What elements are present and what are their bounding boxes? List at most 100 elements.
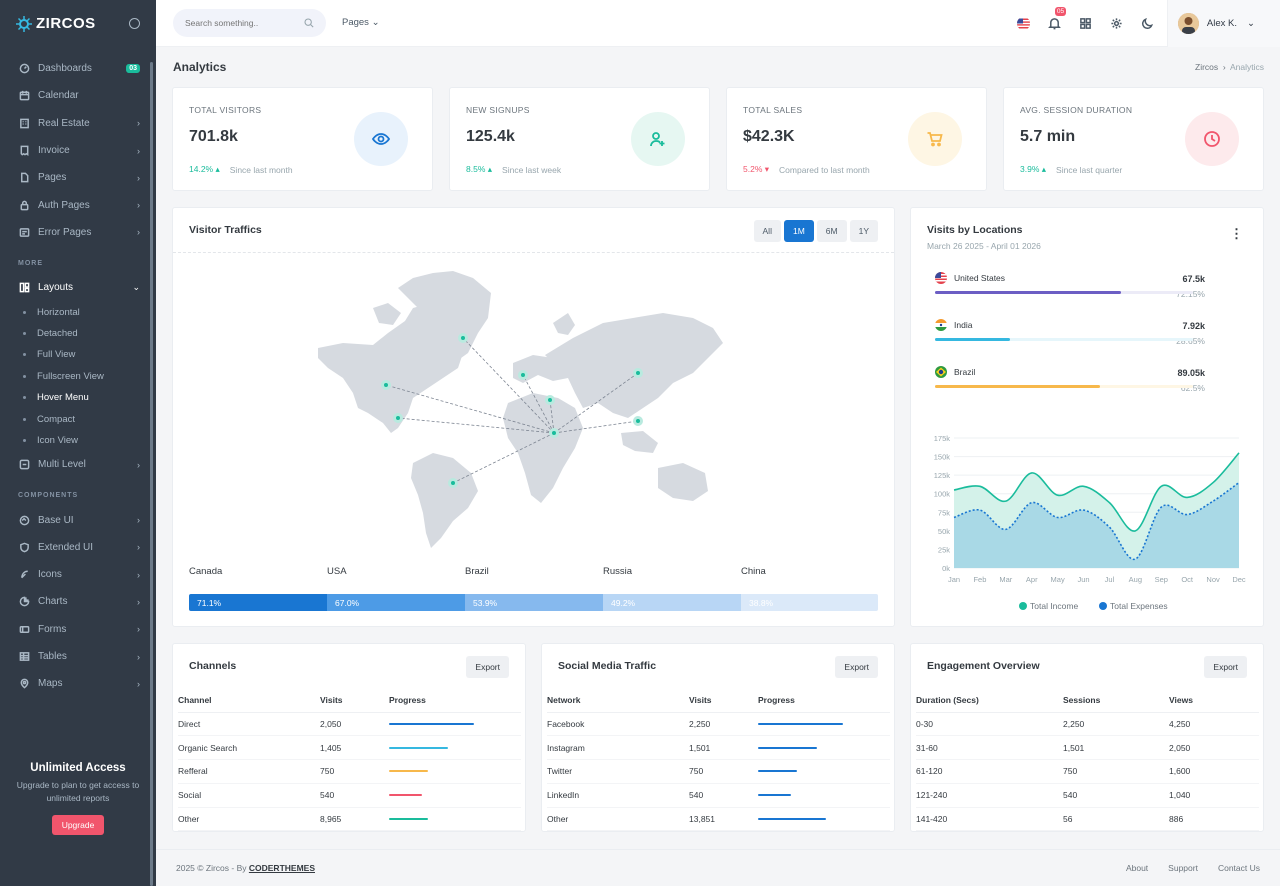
legend-label[interactable]: Total Income xyxy=(1030,601,1078,611)
author-link[interactable]: CODERTHEMES xyxy=(248,863,315,873)
expenses-area xyxy=(954,482,1239,568)
sidebar-item-error-pages[interactable]: Error Pages › xyxy=(0,219,156,246)
y-tick-label: 100k xyxy=(934,490,951,499)
chevron-down-icon: ⌄ xyxy=(1247,18,1255,29)
sidebar-item-tables[interactable]: Tables › xyxy=(0,643,156,670)
location-progress-fill xyxy=(935,291,1121,294)
search-icon[interactable] xyxy=(304,18,314,28)
chevron-right-icon: › xyxy=(137,515,140,526)
apps-button[interactable] xyxy=(1070,0,1101,47)
upgrade-button[interactable]: Upgrade xyxy=(51,815,105,835)
user-menu[interactable]: Alex K. ⌄ xyxy=(1166,0,1280,47)
table-row: LinkedIn 540 xyxy=(547,783,890,808)
sidebar-toggle-icon[interactable] xyxy=(129,18,140,29)
sidebar-item-multi-level[interactable]: Multi Level › xyxy=(0,451,156,478)
sidebar-subitem[interactable]: Fullscreen View xyxy=(0,366,156,387)
x-tick-label: Nov xyxy=(1206,575,1220,584)
row-name: LinkedIn xyxy=(547,783,689,808)
location-row: India 7.92k 28.65% xyxy=(935,319,1205,346)
pages-label: Pages xyxy=(342,17,369,28)
sidebar-item-dashboards[interactable]: Dashboards 03 xyxy=(0,55,156,82)
sidebar-item-label: Forms xyxy=(38,623,67,635)
sidebar-subitem[interactable]: Full View xyxy=(0,344,156,365)
range-all-button[interactable]: All xyxy=(753,220,781,242)
sidebar-item-maps[interactable]: Maps › xyxy=(0,670,156,697)
location-value: 7.92k xyxy=(1182,321,1205,331)
range-1y-button[interactable]: 1Y xyxy=(849,220,878,242)
sidebar-item-label: Tables xyxy=(38,651,67,663)
channels-card: Channels Export Channel Visits Progress Dir… xyxy=(172,643,526,832)
table-cell: 1,600 xyxy=(1169,759,1259,784)
search-box[interactable] xyxy=(173,9,326,37)
sidebar-item-label: Calendar xyxy=(38,90,79,102)
sidebar-item-pages[interactable]: Pages › xyxy=(0,164,156,191)
more-vertical-icon[interactable]: ⋮ xyxy=(1230,226,1243,241)
sidebar-item-icons[interactable]: Icons › xyxy=(0,561,156,588)
export-button[interactable]: Export xyxy=(1204,656,1247,678)
row-name: Organic Search xyxy=(178,735,320,761)
footer: 2025 © Zircos - By CODERTHEMES About Supp… xyxy=(156,849,1280,886)
sidebar-subitem[interactable]: Compact xyxy=(0,408,156,429)
breadcrumb-root[interactable]: Zircos xyxy=(1195,62,1219,72)
search-input[interactable] xyxy=(185,18,295,28)
section-title: MORE xyxy=(18,259,43,267)
sidebar-item-base-ui[interactable]: Base UI › xyxy=(0,506,156,533)
language-flag[interactable] xyxy=(1008,0,1039,47)
settings-button[interactable] xyxy=(1101,0,1132,47)
brand[interactable]: ZIRCOS xyxy=(0,0,156,47)
country-label: China xyxy=(741,566,766,577)
theme-toggle[interactable] xyxy=(1132,0,1163,47)
stat-card: TOTAL SALES $42.3K 5.2% ▾ Compared to las… xyxy=(726,87,987,191)
sidebar-subitem[interactable]: Detached xyxy=(0,323,156,344)
chevron-right-icon: › xyxy=(137,624,140,635)
table-row: Social 540 xyxy=(178,783,521,808)
progress-bar xyxy=(389,722,474,725)
legend-label[interactable]: Total Expenses xyxy=(1110,601,1168,611)
social-media-card: Social Media Traffic Export Network Visit… xyxy=(541,643,895,832)
invoice-icon xyxy=(18,145,30,157)
sidebar-subitem[interactable]: Icon View xyxy=(0,430,156,451)
map-connections xyxy=(385,337,639,484)
chevron-down-icon: ⌄ xyxy=(132,282,140,293)
clock-icon xyxy=(1204,131,1220,147)
stat-label: AVG. SESSION DURATION xyxy=(1020,105,1133,115)
progress-bar xyxy=(758,770,797,773)
sidebar-item-auth-pages[interactable]: Auth Pages › xyxy=(0,191,156,218)
sidebar-item-charts[interactable]: Charts › xyxy=(0,588,156,615)
chevron-right-icon: › xyxy=(137,227,140,238)
sidebar-subitem[interactable]: Hover Menu xyxy=(0,387,156,408)
arrow-up-icon: ▴ xyxy=(487,164,493,174)
range-1m-button[interactable]: 1M xyxy=(783,220,814,242)
range-6m-button[interactable]: 6M xyxy=(816,220,847,242)
sidebar-subitem-label: Hover Menu xyxy=(37,392,89,404)
sidebar-item-invoice[interactable]: Invoice › xyxy=(0,137,156,164)
sidebar-item-calendar[interactable]: Calendar xyxy=(0,82,156,109)
arrow-down-icon: ▾ xyxy=(764,164,770,174)
sidebar-item-forms[interactable]: Forms › xyxy=(0,616,156,643)
sidebar-item-extended-ui[interactable]: Extended UI › xyxy=(0,534,156,561)
notifications-button[interactable]: 05 xyxy=(1039,0,1070,47)
location-progress-track xyxy=(935,338,1193,341)
sidebar-item-real-estate[interactable]: Real Estate › xyxy=(0,110,156,137)
export-button[interactable]: Export xyxy=(835,656,878,678)
footer-link-about[interactable]: About xyxy=(1125,863,1149,873)
footer-link-contact-us[interactable]: Contact Us xyxy=(1217,863,1260,873)
chevron-right-icon: › xyxy=(137,200,140,211)
sidebar-subitem-label: Full View xyxy=(37,349,76,361)
stat-card: NEW SIGNUPS 125.4k 8.5% ▴ Since last week xyxy=(449,87,710,191)
avatar xyxy=(1177,13,1199,34)
sidebar-item-layouts[interactable]: Layouts ⌄ xyxy=(0,274,156,301)
box-icon xyxy=(18,514,30,526)
card-title: Channels xyxy=(189,660,237,672)
footer-link-support[interactable]: Support xyxy=(1168,863,1198,873)
sidebar-subitem[interactable]: Horizontal xyxy=(0,301,156,322)
pages-dropdown[interactable]: Pages ⌄ xyxy=(342,17,380,28)
map-pin-icon xyxy=(18,678,30,690)
us-flag-icon xyxy=(935,272,947,284)
user-plus-icon xyxy=(650,132,665,147)
export-button[interactable]: Export xyxy=(466,656,509,678)
country-share-segment: 38.8% xyxy=(741,594,878,611)
chevron-right-icon: › xyxy=(137,596,140,607)
sidebar-scrollbar[interactable] xyxy=(150,62,153,886)
y-tick-label: 0k xyxy=(942,564,950,573)
